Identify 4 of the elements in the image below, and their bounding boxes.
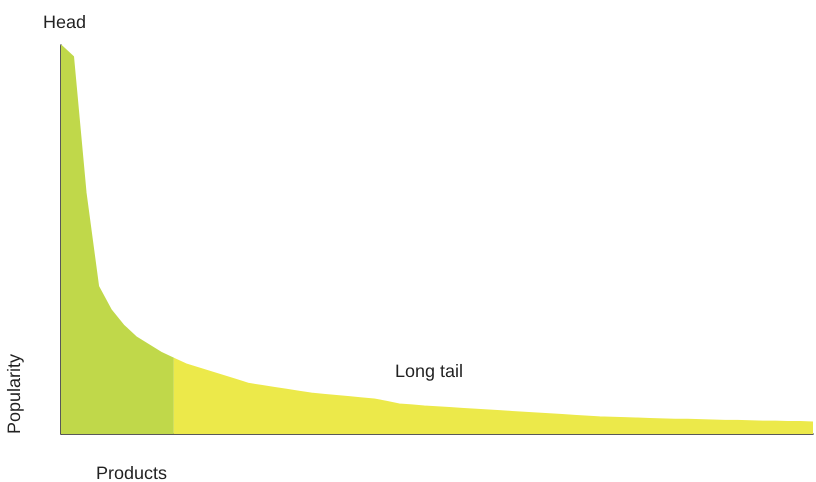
x-axis-title: Products [96, 463, 168, 482]
y-axis-title: Popularity [4, 354, 24, 434]
annotation: Long tail [395, 361, 464, 381]
chart-title: Head [43, 12, 86, 32]
